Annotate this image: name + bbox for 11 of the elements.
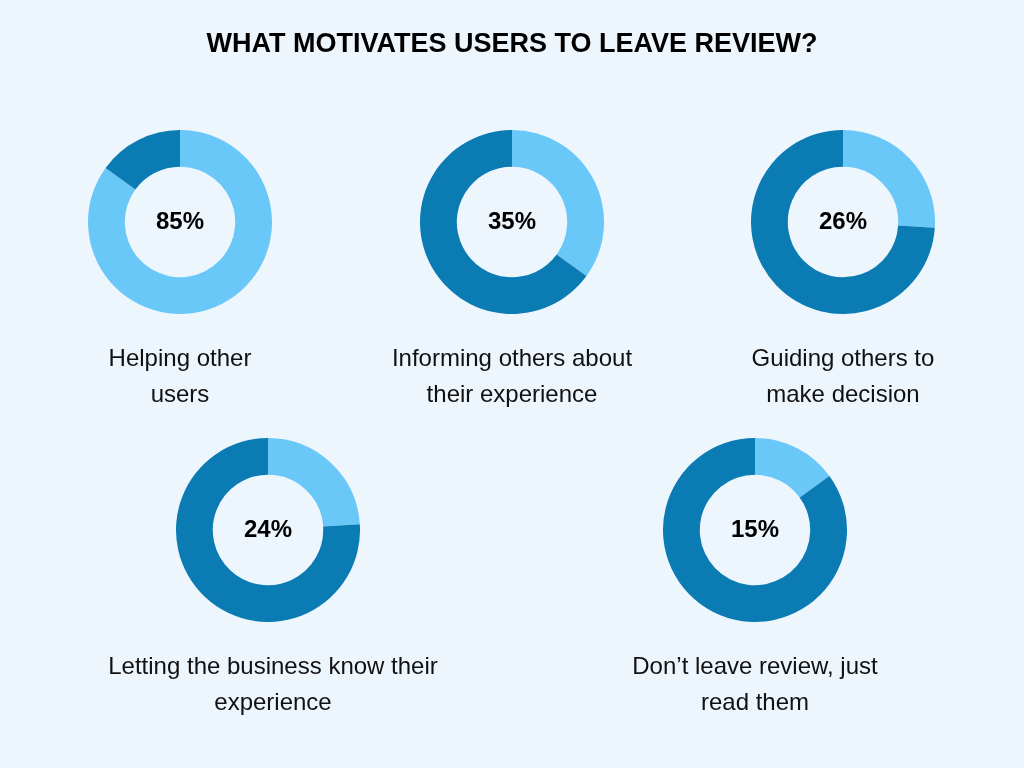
- data-label: 15%: [730, 514, 780, 542]
- text: WHAT MOTIVATES USERS TO LEAVE REVIEW?: [205, 28, 819, 59]
- data-label: 24%: [243, 514, 293, 542]
- data-label: 35%: [487, 206, 537, 234]
- text: Don’t leave review, just read them: [631, 651, 879, 717]
- data-label: 26%: [818, 206, 868, 234]
- text: Helping other users: [107, 343, 253, 409]
- data-label: 85%: [155, 206, 205, 234]
- text: Guiding others to make decision: [750, 343, 936, 409]
- text: Informing others about their experience: [390, 343, 634, 409]
- text: Letting the business know their experience: [107, 651, 439, 717]
